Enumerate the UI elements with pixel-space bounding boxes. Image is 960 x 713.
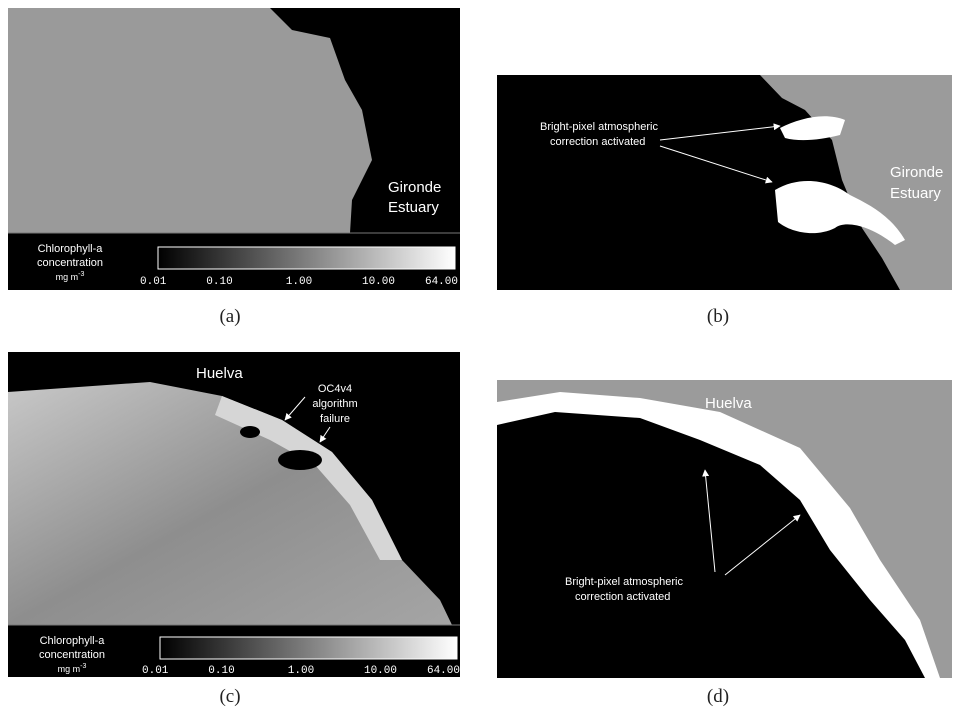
figure: Gironde Estuary Chlorophyll-a concentrat… xyxy=(0,0,960,713)
place-label: Huelva xyxy=(705,395,752,412)
place-label: Estuary xyxy=(890,185,941,202)
panel-a: Gironde Estuary Chlorophyll-a concentrat… xyxy=(8,8,460,290)
colorbar-tick-label: 10.00 xyxy=(362,276,395,288)
colorbar-tick-label: 0.10 xyxy=(208,665,234,677)
caption: (c) xyxy=(219,686,240,707)
colorbar-title: Chlorophyll-a xyxy=(38,243,104,255)
colorbar-tick-label: 1.00 xyxy=(288,665,314,677)
annotation: failure xyxy=(320,413,350,425)
colorbar-title: concentration xyxy=(39,649,105,661)
panel-b: Bright-pixel atmospheric correction acti… xyxy=(497,75,952,290)
colorbar xyxy=(160,637,457,659)
panel-d: Huelva Bright-pixel atmospheric correcti… xyxy=(497,380,952,678)
colorbar-tick-label: 64.00 xyxy=(425,276,458,288)
colorbar-title: concentration xyxy=(37,257,103,269)
colorbar-tick-label: 0.01 xyxy=(142,665,169,677)
colorbar-tick-label: 64.00 xyxy=(427,665,460,677)
annotation: Bright-pixel atmospheric xyxy=(540,121,658,133)
place-label: Gironde xyxy=(388,179,441,196)
caption: (b) xyxy=(707,306,729,327)
place-label: Huelva xyxy=(196,365,243,382)
annotation: OC4v4 xyxy=(318,383,352,395)
caption: (a) xyxy=(219,306,240,327)
panel-c: Huelva OC4v4 algorithm failure Chlorophy… xyxy=(8,352,460,677)
annotation: correction activated xyxy=(550,136,645,148)
caption: (d) xyxy=(707,686,729,707)
sea xyxy=(8,8,372,233)
place-label: Gironde xyxy=(890,164,943,181)
annotation: Bright-pixel atmospheric xyxy=(565,576,683,588)
place-label: Estuary xyxy=(388,199,439,216)
annotation: correction activated xyxy=(575,591,670,603)
colorbar-tick-label: 0.01 xyxy=(140,276,167,288)
algorithm-failure xyxy=(240,426,260,438)
annotation: algorithm xyxy=(312,398,357,410)
algorithm-failure xyxy=(278,450,322,470)
colorbar-tick-label: 0.10 xyxy=(206,276,232,288)
colorbar-tick-label: 1.00 xyxy=(286,276,312,288)
colorbar-tick-label: 10.00 xyxy=(364,665,397,677)
colorbar xyxy=(158,247,455,269)
colorbar-title: Chlorophyll-a xyxy=(40,635,106,647)
